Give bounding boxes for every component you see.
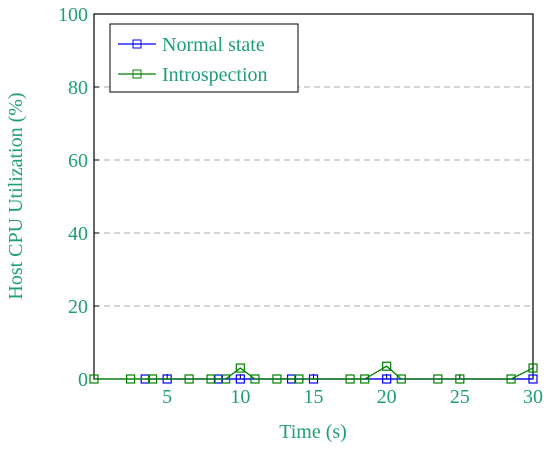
x-tick-label: 10	[230, 386, 250, 408]
y-tick-label: 80	[68, 77, 88, 99]
marker	[206, 374, 216, 384]
legend-label: Normal state	[162, 34, 265, 56]
legend-marker	[132, 69, 142, 79]
y-tick-label: 20	[68, 296, 88, 318]
marker	[382, 374, 392, 384]
marker	[235, 374, 245, 384]
marker	[184, 374, 194, 384]
y-tick-label: 0	[78, 369, 88, 391]
marker	[250, 374, 260, 384]
x-tick-label: 15	[304, 386, 324, 408]
marker	[455, 374, 465, 384]
marker	[396, 374, 406, 384]
x-tick-label: 5	[162, 386, 172, 408]
legend-label: Introspection	[162, 64, 268, 86]
marker	[345, 374, 355, 384]
marker	[433, 374, 443, 384]
y-tick-label: 60	[68, 150, 88, 172]
marker	[89, 374, 99, 384]
legend-box	[109, 23, 299, 93]
marker	[272, 374, 282, 384]
x-axis-label: Time (s)	[279, 421, 347, 443]
marker	[221, 374, 231, 384]
marker	[506, 374, 516, 384]
marker	[294, 374, 304, 384]
marker	[360, 374, 370, 384]
legend-marker	[132, 39, 142, 49]
marker	[235, 363, 245, 373]
x-tick-label: 30	[523, 386, 543, 408]
marker	[528, 374, 538, 384]
marker	[125, 374, 136, 384]
y-tick-label: 40	[68, 223, 88, 245]
marker	[528, 363, 538, 373]
y-axis-label: Host CPU Utilization (%)	[5, 92, 27, 299]
x-tick-label: 25	[450, 386, 470, 408]
x-tick-label: 20	[377, 386, 397, 408]
y-tick-label: 100	[58, 4, 88, 26]
marker	[147, 374, 158, 384]
marker	[382, 361, 392, 371]
